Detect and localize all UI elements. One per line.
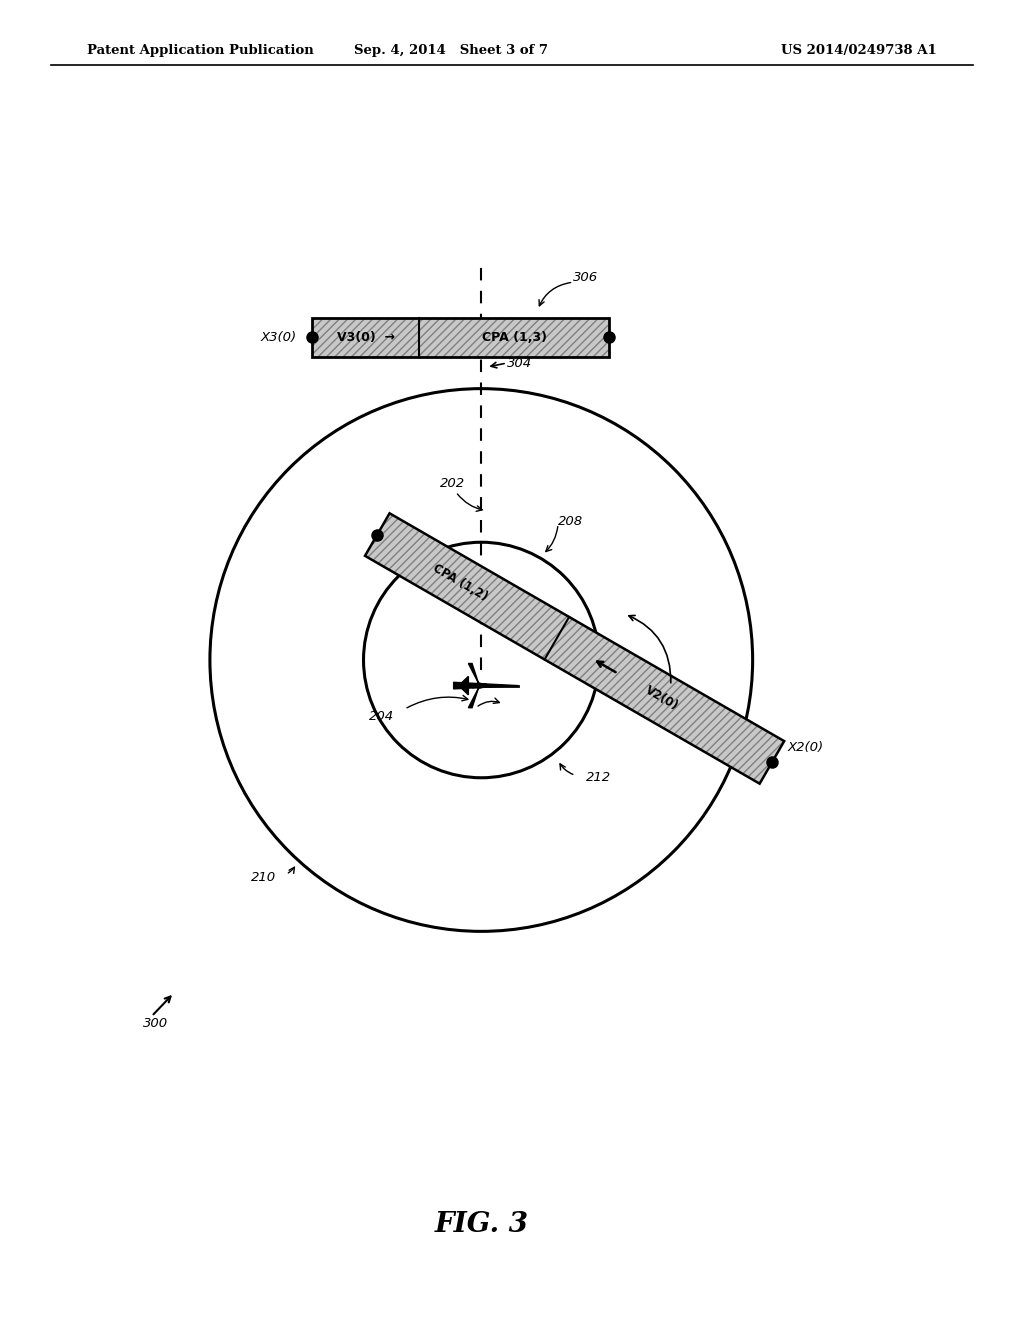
- Text: 300: 300: [143, 1016, 169, 1030]
- Text: 212: 212: [586, 771, 611, 784]
- Text: CPA (1,2): CPA (1,2): [430, 561, 489, 603]
- Text: 304: 304: [507, 356, 532, 370]
- Text: X3(0): X3(0): [261, 331, 297, 345]
- Text: V3(0)  →: V3(0) →: [337, 331, 395, 345]
- Text: 208: 208: [558, 515, 584, 528]
- Text: CPA (1,3): CPA (1,3): [481, 331, 547, 345]
- Text: 210: 210: [251, 871, 275, 883]
- Text: X2(0): X2(0): [787, 741, 823, 754]
- Text: US 2014/0249738 A1: US 2014/0249738 A1: [781, 44, 937, 57]
- Text: 302: 302: [666, 689, 691, 702]
- Text: FIG. 3: FIG. 3: [434, 1212, 528, 1238]
- Text: 202: 202: [440, 477, 466, 490]
- Polygon shape: [468, 684, 485, 708]
- Text: V2(0): V2(0): [642, 684, 680, 713]
- FancyBboxPatch shape: [312, 318, 609, 356]
- Polygon shape: [472, 684, 486, 688]
- Polygon shape: [461, 676, 468, 694]
- Text: Patent Application Publication: Patent Application Publication: [87, 44, 313, 57]
- Text: Sep. 4, 2014   Sheet 3 of 7: Sep. 4, 2014 Sheet 3 of 7: [353, 44, 548, 57]
- Text: 204: 204: [369, 710, 394, 723]
- Polygon shape: [468, 664, 485, 688]
- Polygon shape: [454, 682, 518, 689]
- Text: 306: 306: [573, 271, 599, 284]
- Polygon shape: [365, 513, 784, 784]
